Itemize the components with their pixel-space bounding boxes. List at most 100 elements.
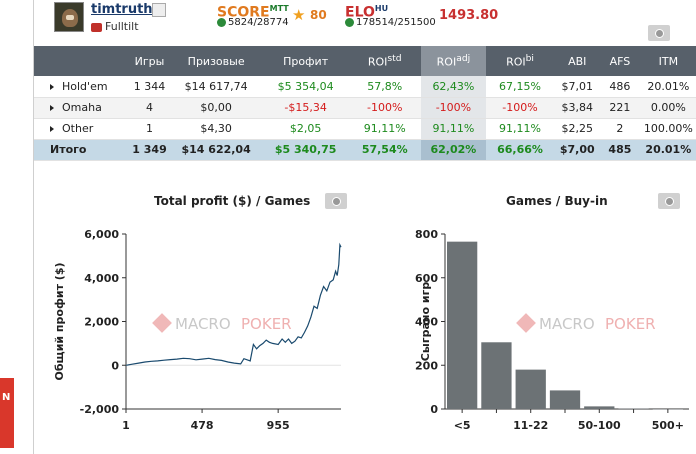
cell-prize: $14 617,74 (169, 76, 263, 98)
bar (447, 241, 478, 409)
watermark-text-1: MACRO (175, 315, 231, 333)
cell-roi-bi: 66,66% (485, 139, 555, 161)
cell-abi: $2,25 (554, 118, 601, 140)
stats-table: Игры Призовые Профит ROIstd ROIadj ROIbi… (34, 46, 696, 161)
col-header-roi-adj[interactable]: ROIadj (421, 46, 486, 76)
col-header-type (34, 46, 130, 76)
col-header-games[interactable]: Игры (129, 46, 170, 76)
profile-header: timtruth Fulltilt SCOREMTT 5824/28774 ★ … (34, 0, 696, 44)
cell-prize: $4,30 (169, 118, 263, 140)
room-label: Fulltilt (91, 20, 139, 33)
elo-label: ELOHU (345, 4, 389, 21)
x-tick-label: 955 (267, 419, 290, 432)
table-row[interactable]: Other 1 $4,30 $2,05 91,11% 91,11% 91,11%… (34, 118, 696, 140)
bar (481, 342, 512, 409)
y-tick-label: -2,000 (80, 403, 120, 416)
user-menu-toggle[interactable] (152, 3, 166, 17)
cell-roi-std: 57,8% (348, 76, 422, 98)
expand-arrow-icon[interactable] (50, 83, 54, 90)
score-value: 80 (310, 8, 327, 22)
bar (618, 408, 649, 410)
expand-arrow-icon[interactable] (50, 105, 54, 111)
cell-roi-adj: 91,11% (421, 118, 486, 140)
cell-roi-bi: -100% (485, 97, 555, 119)
bar (584, 406, 615, 409)
cell-abi: $3,84 (554, 97, 601, 119)
buyin-chart-title: Games / Buy-in (506, 194, 608, 208)
x-tick-label: 50-100 (578, 419, 621, 432)
camera-icon[interactable] (325, 193, 347, 209)
side-badge[interactable]: N (0, 378, 14, 448)
macropoker-logo-icon (152, 313, 172, 333)
cell-afs: 2 (600, 118, 640, 140)
cell-abi: $7,01 (554, 76, 601, 98)
cell-roi-std: 91,11% (348, 118, 422, 140)
cell-games: 1 349 (129, 139, 170, 161)
col-header-prize[interactable]: Призовые (169, 46, 263, 76)
watermark-text-2: POKER (605, 315, 656, 333)
fulltilt-icon (91, 22, 102, 32)
x-tick-label: 1 (122, 419, 130, 432)
table-header-row: Игры Призовые Профит ROIstd ROIadj ROIbi… (34, 46, 696, 76)
profit-chart-title: Total profit ($) / Games (154, 194, 311, 208)
room-name: Fulltilt (105, 20, 139, 33)
cell-profit: -$15,34 (262, 97, 349, 119)
cell-itm: 0.00% (639, 97, 696, 119)
cell-afs: 486 (600, 76, 640, 98)
cell-games: 4 (129, 97, 170, 119)
cell-itm: 100.00% (639, 118, 696, 140)
cell-roi-std: -100% (348, 97, 422, 119)
camera-icon[interactable] (648, 25, 670, 41)
score-label: SCOREMTT (217, 4, 289, 21)
y-tick-label: 400 (415, 316, 438, 329)
table-row[interactable]: Hold'em 1 344 $14 617,74 $5 354,04 57,8%… (34, 76, 696, 98)
username-link[interactable]: timtruth (91, 2, 153, 17)
profit-series-line (125, 242, 342, 366)
score-position: 5824/28774 (217, 17, 289, 28)
y-axis-label: Общий профит ($) (53, 262, 66, 380)
col-header-roi-bi[interactable]: ROIbi (485, 46, 555, 76)
camera-icon[interactable] (658, 193, 680, 209)
x-tick-label: 478 (191, 419, 214, 432)
medal-icon (217, 17, 226, 27)
col-header-profit[interactable]: Профит (262, 46, 349, 76)
medal-icon (345, 17, 354, 27)
cell-profit: $5 354,04 (262, 76, 349, 98)
y-tick-label: 800 (415, 228, 438, 241)
expand-arrow-icon[interactable] (50, 126, 54, 132)
y-axis-label: Сыграно игр (419, 282, 432, 362)
watermark: MACRO POKER (516, 313, 656, 333)
cell-afs: 485 (600, 139, 640, 161)
col-header-roi-std[interactable]: ROIstd (348, 46, 422, 76)
cell-itm: 20.01% (639, 139, 696, 161)
x-tick-label: <5 (454, 419, 471, 432)
cell-roi-adj: 62,43% (421, 76, 486, 98)
star-icon: ★ (292, 6, 306, 24)
y-tick-label: 0 (430, 403, 438, 416)
avatar[interactable] (54, 2, 84, 32)
watermark-text-1: MACRO (539, 315, 595, 333)
table-total-row: Итого 1 349 $14 622,04 $5 340,75 57,54% … (34, 139, 696, 161)
row-name[interactable]: Other (34, 118, 130, 140)
cell-prize: $0,00 (169, 97, 263, 119)
cell-profit: $2,05 (262, 118, 349, 140)
cell-roi-adj: 62,02% (421, 139, 486, 161)
col-header-itm[interactable]: ITM (639, 46, 696, 76)
y-tick-label: 6,000 (84, 228, 119, 241)
y-tick-label: 4,000 (84, 272, 119, 285)
watermark-text-2: POKER (241, 315, 292, 333)
bar (515, 369, 546, 409)
elo-position: 178514/251500 (345, 17, 436, 28)
table-row[interactable]: Omaha 4 $0,00 -$15,34 -100% -100% -100% … (34, 97, 696, 119)
player-stats-panel: timtruth Fulltilt SCOREMTT 5824/28774 ★ … (33, 0, 696, 454)
row-name[interactable]: Hold'em (34, 76, 130, 98)
col-header-abi[interactable]: ABI (554, 46, 601, 76)
cell-itm: 20.01% (639, 76, 696, 98)
cell-roi-adj: -100% (421, 97, 486, 119)
macropoker-logo-icon (516, 313, 536, 333)
cell-games: 1 (129, 118, 170, 140)
cell-roi-bi: 67,15% (485, 76, 555, 98)
col-header-afs[interactable]: AFS (600, 46, 640, 76)
row-name[interactable]: Omaha (34, 97, 130, 119)
